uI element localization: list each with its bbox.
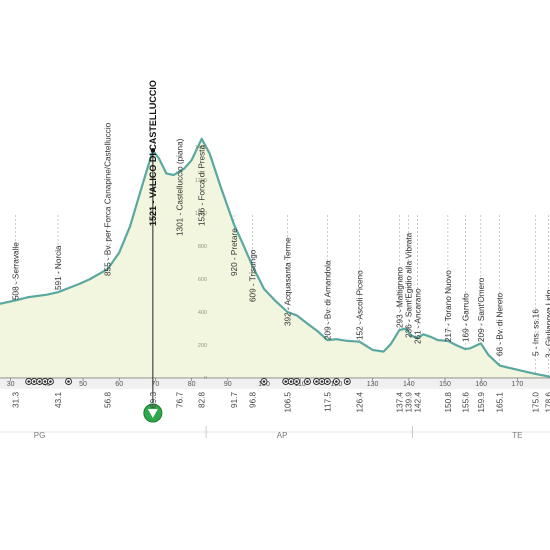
- km-label-9: 106.5: [284, 392, 293, 413]
- distance-tick-label: 110: [295, 381, 306, 388]
- intermediate-sprint-dot: [38, 380, 41, 383]
- waypoint-label-14: 261 - Ancarano: [413, 288, 422, 344]
- waypoint-label-1: 508 - Serravalle: [11, 242, 20, 300]
- km-label-20: 178.6: [545, 392, 550, 413]
- distance-tick-label: 150: [439, 381, 451, 388]
- km-label-8: 96.8: [248, 392, 257, 408]
- intermediate-sprint-dot: [306, 380, 309, 383]
- waypoint-label-5: 1301 - Castelluccio (piana): [176, 138, 185, 236]
- intermediate-sprint-dot: [49, 380, 52, 383]
- altitude-tick-label: 1400: [195, 145, 207, 151]
- waypoint-label-9: 392 - Acquasanta Terme: [284, 237, 293, 326]
- km-label-12: 137.4: [395, 392, 404, 413]
- distance-tick-label: 170: [512, 381, 524, 388]
- distance-tick-label: 70: [152, 381, 160, 388]
- km-label-3: 56.8: [104, 392, 113, 408]
- km-label-14: 142.4: [413, 392, 422, 413]
- elevation-area: [0, 138, 550, 378]
- km-label-13: 139.9: [404, 392, 413, 413]
- waypoint-label-11: 152 - Ascoli Piceno: [356, 270, 365, 340]
- km-label-19: 175.0: [532, 392, 541, 413]
- intermediate-sprint-dot: [27, 380, 31, 383]
- altitude-tick-label: 800: [198, 244, 207, 250]
- distance-tick-label: 140: [403, 381, 415, 388]
- km-label-15: 150.8: [444, 392, 453, 413]
- waypoint-label-10: 209 - Bv. di Amandola: [323, 260, 332, 340]
- waypoint-label-19: 5 - Ins. ss.16: [532, 309, 541, 356]
- km-label-17: 159.9: [477, 392, 486, 413]
- elevation-line: [0, 137, 550, 378]
- altitude-tick-label: 200: [198, 343, 207, 349]
- region-labels: PG AP TE: [0, 426, 550, 440]
- waypoint-label-15: 217 - Torano Nuovo: [444, 270, 453, 342]
- altitude-tick-label: 600: [198, 277, 207, 283]
- intermediate-sprint-dot: [284, 380, 288, 383]
- km-label-10: 117.5: [323, 392, 332, 412]
- distance-strip: [0, 379, 550, 387]
- distance-tick-label: 40: [43, 381, 51, 388]
- summit-dot: [150, 148, 156, 153]
- waypoint-label-4: 1521 - VALICO DI CASTELLUCCIO: [148, 80, 158, 226]
- distance-tick-label: 50: [79, 381, 87, 388]
- waypoint-label-7: 920 - Pretare: [230, 228, 239, 276]
- km-label-5: 76.7: [176, 392, 185, 408]
- intermediate-sprint-dot: [43, 380, 47, 383]
- intermediate-sprint-dot: [295, 380, 298, 383]
- km-label-4: 69.3: [149, 392, 158, 408]
- altitude-tick-label: 1200: [195, 178, 207, 184]
- km-label-16: 155.6: [461, 392, 470, 413]
- km-label-11: 126.4: [356, 392, 365, 413]
- waypoint-label-13: 236 - Sant'Egidio alla Vibrata: [404, 232, 413, 338]
- waypoint-label-17: 209 - Sant'Omero: [477, 277, 486, 342]
- intermediate-sprint-dot: [67, 380, 70, 383]
- distance-tick-label: 130: [367, 381, 379, 388]
- waypoint-label-6: 1536 - Forca di Presta: [198, 145, 207, 226]
- intermediate-sprint-dot: [289, 380, 293, 383]
- distance-tick-label: 160: [475, 381, 487, 388]
- km-label-2: 43.1: [54, 392, 63, 408]
- altitude-tick-label: 1000: [195, 211, 207, 217]
- intermediate-markers: [25, 378, 351, 385]
- region-label-0: PG: [34, 431, 46, 440]
- distance-tick-label: 30: [7, 381, 15, 388]
- km-label-6: 82.8: [198, 392, 207, 408]
- km-label-7: 91.7: [230, 392, 239, 408]
- waypoint-label-3: 855 - Bv. per Forca Canapine/Castellucci…: [104, 122, 113, 276]
- region-label-1: AP: [277, 431, 288, 440]
- region-label-2: TE: [512, 431, 522, 440]
- intermediate-sprint-dot: [326, 380, 329, 383]
- distance-tick-label: 90: [224, 381, 232, 388]
- waypoint-label-16: 169 - Garrufo: [461, 293, 470, 342]
- intermediate-sprint-dot: [345, 380, 349, 383]
- km-labels: 31.3 43.1 56.8 69.3 76.7 82.8 91.7 96.8 106.5 117…: [11, 392, 550, 413]
- intermediate-sprint-dot: [315, 380, 318, 383]
- altitude-tick-label: 400: [198, 310, 207, 316]
- intermediate-sprint-dot: [320, 380, 324, 383]
- summit-marker: [143, 148, 163, 423]
- distance-tick-label: 80: [188, 381, 196, 388]
- km-label-1: 31.3: [11, 392, 20, 408]
- waypoint-label-18: 68 - Bv. di Nereto: [496, 292, 505, 356]
- intermediate-sprint-dot: [335, 380, 338, 383]
- waypoint-label-2: 591 - Norcia: [54, 245, 63, 290]
- waypoint-label-8: 609 - Trisungo: [248, 249, 257, 302]
- kom-marker-triangle: [147, 409, 158, 418]
- distance-tick-label: 60: [115, 381, 123, 388]
- km-label-18: 165.1: [496, 392, 505, 413]
- waypoint-label-20: 3 - Giulianova Lido: [545, 289, 550, 358]
- distance-axis: 30405060708090100110120130140150160170: [0, 377, 550, 389]
- waypoint-label-12: 293 - Maltignano: [395, 267, 404, 328]
- intermediate-sprint-dot: [262, 380, 266, 383]
- intermediate-sprint-dot: [32, 380, 36, 383]
